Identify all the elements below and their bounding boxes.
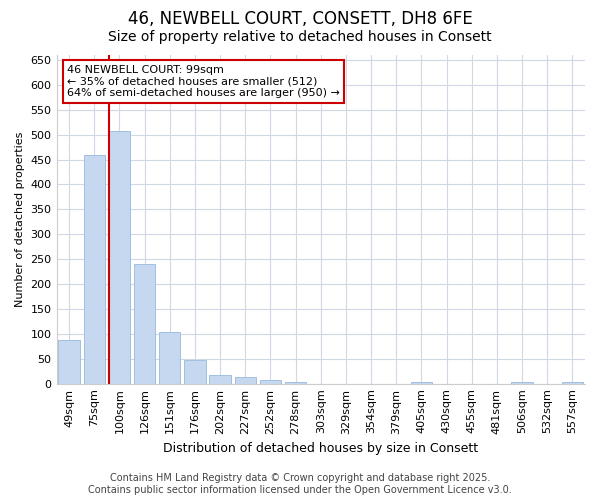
X-axis label: Distribution of detached houses by size in Consett: Distribution of detached houses by size … — [163, 442, 478, 455]
Bar — [411, 382, 432, 384]
Bar — [184, 360, 206, 384]
Text: 46 NEWBELL COURT: 99sqm
← 35% of detached houses are smaller (512)
64% of semi-d: 46 NEWBELL COURT: 99sqm ← 35% of detache… — [67, 65, 340, 98]
Bar — [260, 380, 281, 384]
Bar — [511, 382, 533, 384]
Text: Contains HM Land Registry data © Crown copyright and database right 2025.
Contai: Contains HM Land Registry data © Crown c… — [88, 474, 512, 495]
Bar — [285, 382, 307, 384]
Bar — [235, 377, 256, 384]
Bar — [134, 264, 155, 384]
Bar — [159, 332, 181, 384]
Bar — [209, 374, 231, 384]
Text: 46, NEWBELL COURT, CONSETT, DH8 6FE: 46, NEWBELL COURT, CONSETT, DH8 6FE — [128, 10, 472, 28]
Bar — [562, 382, 583, 384]
Bar — [58, 340, 80, 384]
Bar — [109, 131, 130, 384]
Y-axis label: Number of detached properties: Number of detached properties — [15, 132, 25, 307]
Text: Size of property relative to detached houses in Consett: Size of property relative to detached ho… — [108, 30, 492, 44]
Bar — [83, 154, 105, 384]
